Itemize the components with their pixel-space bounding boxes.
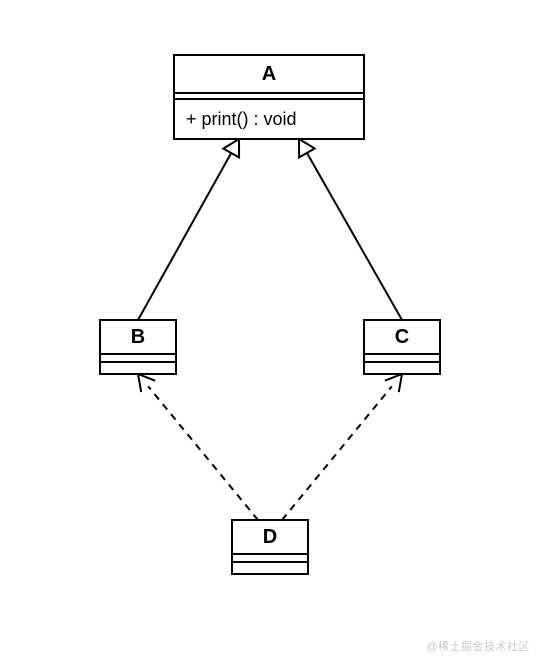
class-title: A [262,63,276,85]
class-D: D [232,520,308,574]
uml-diagram: A + print() : void B C D [0,0,540,660]
class-title: C [395,326,409,348]
class-B: B [100,320,176,374]
class-member: + print() : void [186,109,297,129]
class-C: C [364,320,440,374]
class-title: D [263,526,277,548]
class-A: A + print() : void [174,55,364,139]
class-title: B [131,326,145,348]
